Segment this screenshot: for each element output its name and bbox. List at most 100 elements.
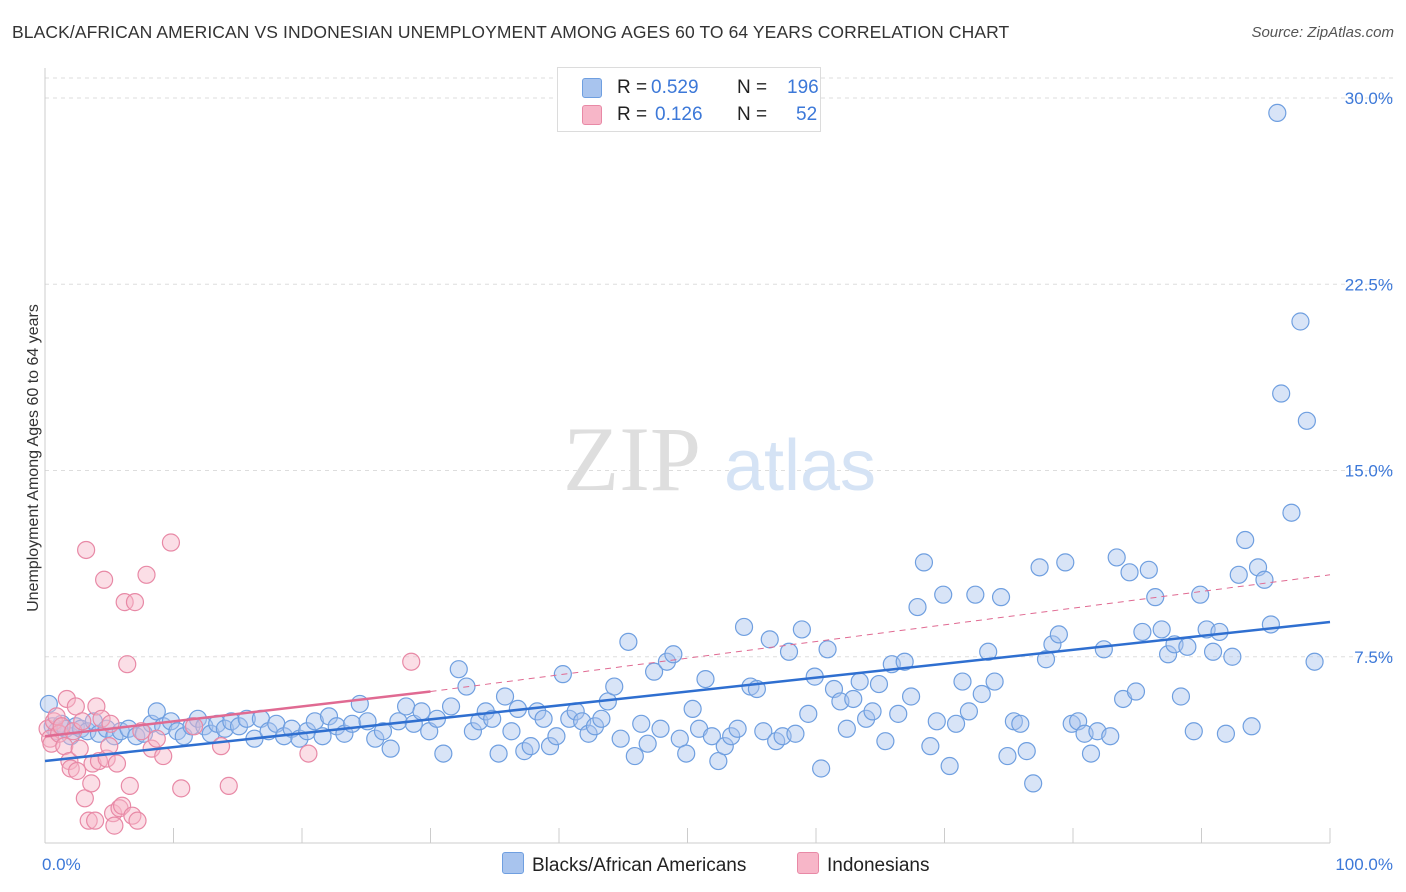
data-point-indonesians (123, 806, 142, 825)
correlation-legend: R = 0.529 N = 196 R = 0.126 N = 52 (557, 67, 821, 132)
data-point-indonesians (92, 709, 111, 728)
legend-r-value-blue: 0.529 (651, 77, 699, 98)
y-tick-label: 30.0% (1345, 89, 1393, 108)
data-point-blacks (1017, 742, 1036, 761)
bottom-legend-label-indonesians: Indonesians (827, 855, 930, 876)
tick-labels: 7.5% 15.0% 22.5% 30.0% 0.0% 100.0% (42, 89, 1393, 874)
data-point-blacks (959, 702, 979, 721)
data-point-blacks (734, 617, 754, 637)
data-point-blacks (1158, 645, 1178, 664)
legend-r-value-pink: 0.126 (655, 104, 703, 125)
data-point-blacks (540, 737, 560, 756)
x-tick-label-min: 0.0% (42, 855, 81, 874)
data-point-blacks (579, 724, 598, 743)
data-point-blacks (1291, 312, 1310, 331)
data-point-blacks (1081, 744, 1101, 763)
data-point-indonesians (128, 811, 147, 830)
data-point-blacks (914, 553, 934, 572)
data-point-blacks (1268, 103, 1287, 123)
data-point-blacks (786, 724, 805, 743)
bottom-legend-indonesians: Indonesians (797, 852, 929, 877)
data-point-blacks (715, 737, 734, 756)
data-point-blacks (605, 677, 624, 696)
data-point-blacks (441, 697, 461, 716)
data-point-blacks (908, 597, 927, 617)
data-point-blacks (991, 588, 1011, 607)
data-point-blacks (863, 702, 882, 721)
legend-n-value-blue: 196 (787, 77, 819, 98)
data-point-blacks (664, 645, 683, 664)
data-point-blacks (850, 672, 869, 691)
data-point-blacks (953, 672, 972, 691)
data-point-blacks (1133, 622, 1152, 642)
data-point-blacks (1107, 548, 1126, 567)
data-point-blacks (1242, 717, 1261, 736)
data-point-indonesians (79, 811, 98, 830)
data-point-blacks (585, 717, 605, 736)
data-point-blacks (632, 714, 651, 733)
data-point-blacks (934, 585, 953, 604)
data-point-blacks (876, 732, 895, 751)
data-point-blacks (946, 714, 966, 733)
data-point-blacks (1011, 714, 1030, 733)
data-point-blacks (792, 620, 811, 639)
data-point-indonesians (118, 655, 137, 674)
data-point-blacks (677, 744, 696, 763)
chart-title: BLACK/AFRICAN AMERICAN VS INDONESIAN UNE… (12, 22, 1010, 42)
data-point-blacks (495, 687, 515, 706)
data-point-blacks (799, 704, 818, 723)
legend-swatch-blue (582, 78, 602, 98)
data-point-indonesians (95, 570, 114, 589)
data-point-blacks (366, 729, 385, 748)
data-point-blacks (1152, 620, 1171, 639)
data-point-blacks (343, 714, 362, 733)
y-tick-label: 15.0% (1345, 462, 1393, 481)
data-point-blacks (1261, 615, 1280, 634)
data-point-blacks (305, 712, 324, 731)
legend-r-label: R = (617, 77, 648, 98)
data-point-blacks (638, 734, 657, 753)
data-point-indonesians (100, 737, 119, 756)
data-point-blacks (229, 717, 249, 736)
data-point-blacks (696, 669, 715, 689)
trend-line-indonesians (44, 690, 431, 738)
data-point-blacks (237, 709, 256, 728)
data-point-blacks (611, 729, 630, 748)
data-point-blacks (895, 652, 914, 671)
data-point-blacks (760, 630, 779, 649)
data-point-blacks (319, 707, 339, 726)
data-point-blacks (1236, 530, 1255, 550)
legend-n-label: N = (737, 104, 768, 125)
y-tick-label: 22.5% (1345, 275, 1393, 294)
data-point-blacks (619, 632, 638, 651)
data-point-blacks (1049, 625, 1068, 644)
data-point-indonesians (172, 779, 191, 798)
data-point-blacks (812, 759, 831, 778)
gridlines (45, 77, 1395, 658)
data-point-blacks (857, 709, 876, 728)
data-point-blacks (1282, 503, 1301, 522)
data-point-indonesians (219, 776, 238, 795)
data-point-blacks (1094, 640, 1113, 659)
data-point-blacks (1297, 411, 1316, 430)
data-point-blacks (651, 719, 670, 738)
data-point-indonesians (73, 712, 92, 731)
data-point-blacks (1056, 553, 1075, 572)
bottom-legend-label-blacks: Blacks/African Americans (532, 855, 747, 876)
data-point-blacks (1223, 647, 1242, 666)
data-point-blacks (966, 585, 985, 604)
y-tick-label: 7.5% (1354, 648, 1393, 667)
data-point-blacks (449, 660, 468, 679)
data-point-indonesians (299, 744, 318, 763)
bottom-legend-swatch-pink (797, 852, 819, 874)
data-point-blacks (1171, 687, 1191, 706)
data-point-blacks (1139, 560, 1158, 579)
data-point-indonesians (120, 776, 139, 795)
data-point-blacks (889, 704, 908, 723)
data-point-blacks (1216, 724, 1236, 743)
data-point-blacks (754, 722, 773, 741)
data-point-indonesians (132, 722, 151, 741)
x-tick-label-max: 100.0% (1335, 855, 1393, 874)
data-point-blacks (373, 722, 393, 741)
